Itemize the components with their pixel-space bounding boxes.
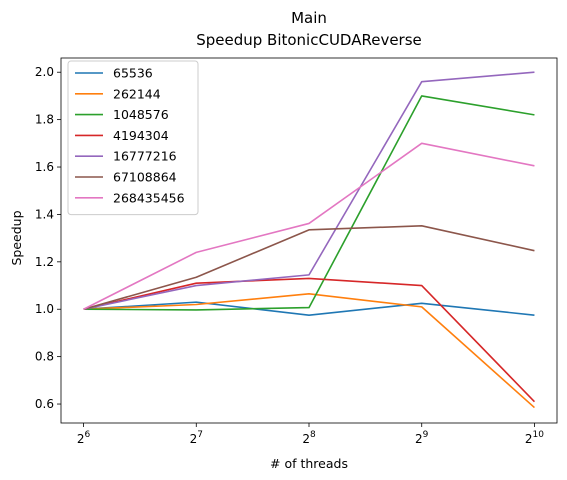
y-tick-label: 1.2 [35, 255, 54, 269]
legend-label: 16777216 [113, 149, 177, 164]
y-tick-label: 2.0 [35, 65, 54, 79]
legend-label: 4194304 [113, 128, 169, 143]
series-line-268435456 [83, 142, 535, 310]
legend-label: 262144 [113, 86, 161, 101]
y-tick-label: 0.6 [35, 397, 54, 411]
y-tick-label: 0.8 [35, 350, 54, 364]
y-tick-label: 1.0 [35, 302, 54, 316]
series-line-67108864 [83, 225, 535, 310]
y-tick-label: 1.8 [35, 113, 54, 127]
y-axis-label: Speedup [9, 210, 24, 265]
series-line-16777216 [83, 71, 535, 311]
legend-label: 67108864 [113, 170, 177, 185]
x-axis-ticks: 26 27 28 29 210 [77, 423, 544, 446]
legend: 65536 262144 1048576 4194304 16777216 6710886… [67, 60, 199, 216]
x-tick-label: 27 [190, 430, 203, 446]
y-axis-ticks: 0.6 0.8 1.0 1.2 1.4 1.6 1.8 2.0 [35, 65, 61, 411]
x-tick-label: 28 [302, 430, 316, 446]
x-tick-label: 29 [415, 430, 429, 446]
y-tick-label: 1.6 [35, 160, 54, 174]
series-line-262144 [83, 293, 535, 409]
series-line-1048576 [83, 95, 535, 311]
x-axis-label: # of threads [270, 456, 348, 471]
legend-label: 268435456 [113, 190, 185, 205]
x-tick-label: 26 [77, 430, 91, 446]
series-line-4194304 [83, 277, 536, 403]
legend-label: 1048576 [113, 107, 169, 122]
y-tick-label: 1.4 [35, 207, 54, 221]
series-lines [83, 71, 536, 409]
series-line-65536 [83, 301, 535, 316]
legend-label: 65536 [113, 66, 153, 81]
x-tick-label: 210 [525, 430, 544, 446]
chart-title: Main [291, 9, 327, 27]
chart-subtitle: Speedup BitonicCUDAReverse [196, 31, 422, 49]
